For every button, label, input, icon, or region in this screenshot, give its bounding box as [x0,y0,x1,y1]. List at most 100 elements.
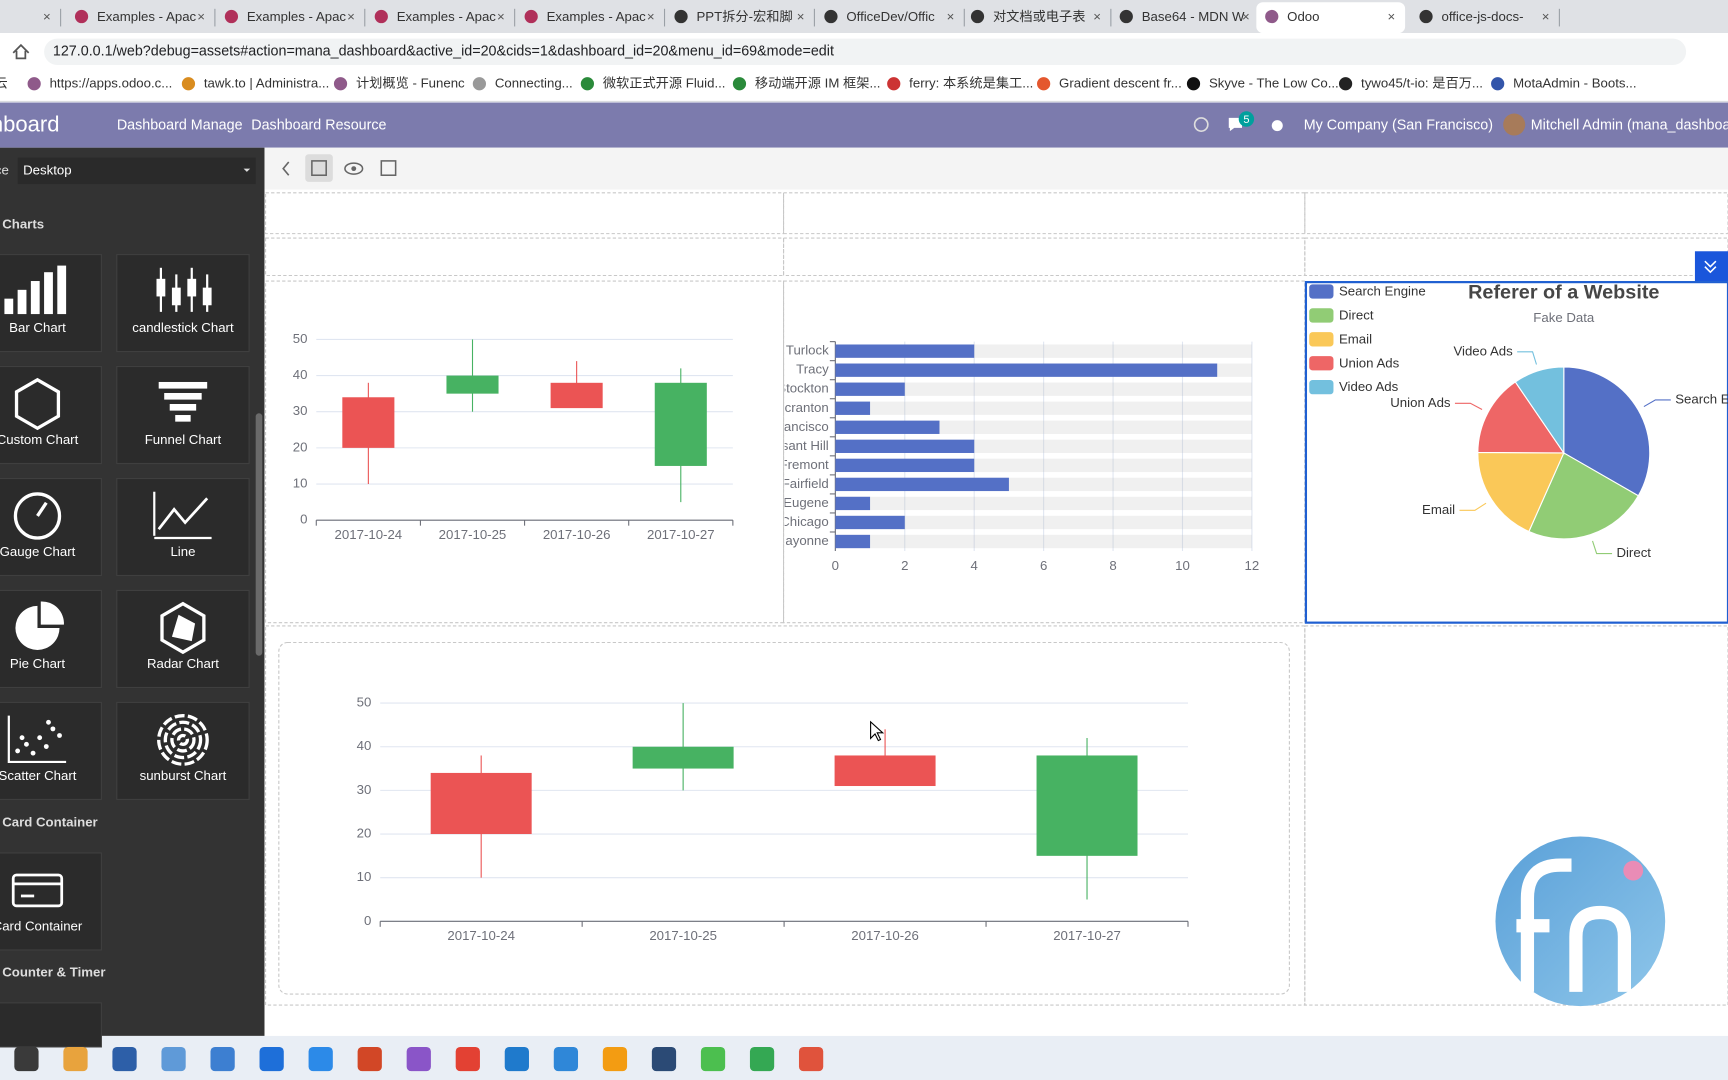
taskbar-app[interactable] [210,1046,235,1072]
taskbar-app[interactable] [357,1046,382,1072]
bar [835,534,871,549]
clock-icon[interactable] [1193,117,1209,132]
widget-icon [156,267,212,312]
bookmark[interactable]: 计划概览 - Funenc [356,75,465,90]
tab-close[interactable]: × [797,9,805,24]
taskbar-app[interactable] [455,1046,480,1072]
widget-label: Line [170,544,195,559]
bar-background [835,534,1252,549]
tab-title: Examples - Apac [247,9,347,24]
preview-button[interactable] [344,162,364,175]
bookmark[interactable]: ferry: 本系统是集工... [909,75,1033,90]
icon-part [43,744,49,749]
taskbar-app[interactable] [63,1046,88,1072]
icon-part [158,381,208,389]
candle-body [446,375,499,394]
y-tick-label: Turlock [786,343,829,358]
chat-icon[interactable] [1228,117,1242,132]
taskbar-app[interactable] [651,1046,677,1072]
bookmark[interactable]: Gradient descent fr... [1059,75,1182,90]
icon-part [175,415,191,422]
legend-label[interactable]: Search Engine [1339,284,1426,299]
back-button[interactable] [282,161,290,176]
legend-label[interactable]: Direct [1339,307,1374,322]
legend-label[interactable]: Union Ads [1339,355,1400,370]
tab-close[interactable]: × [1542,9,1550,24]
debug-icon[interactable] [1271,120,1283,132]
icon-part [202,287,212,306]
user[interactable]: Mitchell Admin (mana_dashboard_ [1531,117,1728,133]
avatar[interactable] [1503,113,1526,136]
select-mode[interactable] [305,154,333,182]
taskbar-app[interactable] [308,1046,333,1072]
taskbar-app[interactable] [602,1046,628,1072]
y-tick-label: 20 [293,439,308,454]
bookmark-icon [580,77,594,91]
legend-swatch[interactable] [1309,332,1334,347]
tab[interactable] [0,2,61,33]
x-tick-label: 10 [1175,558,1190,573]
cursor [870,720,885,742]
bar-background [835,515,1252,530]
taskbar-app[interactable] [798,1046,824,1072]
widget-tile[interactable] [0,477,102,577]
bookmark[interactable]: tawk.to | Administra... [204,75,329,90]
bookmark[interactable]: 微软正式开源 Fluid... [603,75,726,90]
bookmark[interactable]: MotaAdmin - Boots... [1513,75,1636,90]
legend-swatch[interactable] [1309,308,1334,323]
url: 127.0.0.1/web?debug=assets#action=mana_d… [53,44,834,60]
tab-title: 对文档或电子表 [993,9,1086,24]
tab-close[interactable]: × [43,9,51,24]
taskbar-app[interactable] [406,1046,431,1072]
widget-label: Funnel Chart [145,432,222,447]
legend-swatch[interactable] [1309,356,1334,371]
tab-close[interactable]: × [1242,9,1250,24]
tab-close[interactable]: × [647,9,655,24]
company[interactable]: My Company (San Francisco) [1304,117,1493,133]
bookmark[interactable]: https://apps.odoo.c... [50,75,173,90]
tab-close[interactable]: × [197,9,205,24]
x-tick-label: 4 [971,558,978,573]
taskbar-app[interactable] [112,1046,137,1072]
widget-tile[interactable] [0,852,102,951]
bookmark[interactable]: Skyve - The Low Co... [1209,75,1339,90]
widget-icon [15,601,64,650]
taskbar-app[interactable] [161,1046,186,1072]
taskbar-app[interactable] [553,1046,579,1072]
tab-close[interactable]: × [347,9,355,24]
legend-swatch[interactable] [1309,379,1334,395]
tab-close[interactable]: × [1387,9,1395,24]
taskbar-app[interactable] [259,1046,284,1072]
tab-active[interactable] [1256,2,1406,34]
legend-label[interactable]: Video Ads [1339,379,1399,394]
address-bar[interactable] [44,38,1687,66]
widget-tile[interactable] [116,477,250,577]
bar [835,363,1218,377]
widget-tile[interactable] [116,254,250,353]
nav-item[interactable]: Dashboard Resource [251,117,386,133]
tab-close[interactable]: × [497,9,505,24]
bookmark[interactable]: tywo45/t-io: 是百万... [1361,75,1483,90]
widget-tile[interactable] [0,1002,102,1048]
nav-item[interactable]: Dashboard Manage [117,117,243,133]
taskbar-app[interactable] [749,1046,775,1072]
legend-swatch[interactable] [1309,284,1334,299]
icon-part [187,278,197,297]
home-icon[interactable] [12,43,30,60]
legend-label[interactable]: Email [1339,331,1372,346]
save-button[interactable] [380,160,397,176]
bookmark[interactable]: 移动端开源 IM 框架... [755,75,881,90]
taskbar-app[interactable] [14,1046,39,1072]
taskbar-app[interactable] [700,1046,726,1072]
widget-label: Scatter Chart [0,768,77,783]
x-tick-label: 0 [832,558,839,573]
taskbar-app[interactable] [504,1046,529,1072]
bookmark[interactable]: 云 [0,75,8,90]
bookmark[interactable]: Connecting... [495,75,573,90]
icon-part [19,735,25,741]
device-select[interactable] [17,157,256,185]
icon-part [7,715,67,764]
widget-label: Pie Chart [10,656,65,671]
tab-close[interactable]: × [1093,9,1101,24]
tab-close[interactable]: × [947,9,955,24]
